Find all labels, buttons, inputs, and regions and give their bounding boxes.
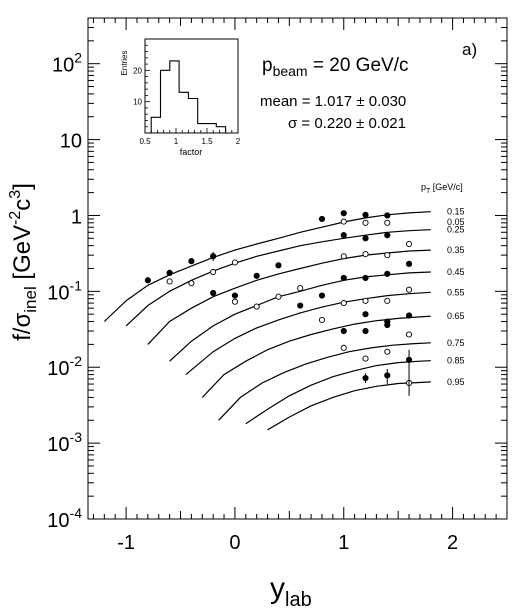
data-point-filled: [340, 327, 347, 335]
data-point-filled: [340, 210, 347, 217]
x-tick-label: 1: [338, 532, 349, 554]
panel-label: a): [462, 40, 477, 59]
curve-pt-0_85: [245, 360, 431, 425]
x-tick-label: 0: [229, 532, 240, 554]
pt-label: 0.05: [447, 217, 465, 227]
data-point-open: [253, 303, 260, 310]
data-point-filled: [384, 232, 391, 239]
pt-label: 0.45: [447, 267, 465, 277]
curve-pt-0_65: [201, 315, 431, 398]
data-point-open: [384, 252, 391, 259]
inset-x-tick-label: 0.5: [139, 137, 151, 146]
curve-pt-0_35: [147, 249, 431, 345]
data-point-filled: [188, 258, 195, 265]
x-tick-label: -1: [117, 532, 135, 554]
data-point-open: [406, 331, 413, 338]
data-point-filled: [275, 262, 282, 269]
data-point-open: [384, 297, 391, 304]
data-point-open: [166, 278, 173, 285]
data-point-filled: [144, 277, 151, 284]
data-point-open: [362, 219, 369, 226]
data-point-open: [340, 300, 347, 307]
data-point-open: [275, 293, 282, 300]
pt-label: 0.95: [447, 377, 465, 387]
y-tick-label: 10-3: [47, 429, 82, 456]
inset-frame: [144, 38, 239, 134]
data-point-open: [406, 240, 413, 248]
data-point-open: [384, 348, 391, 355]
inset-x-tick-label: 1.5: [201, 137, 213, 146]
inset-y-tick-label: 10: [133, 98, 142, 107]
inset-x-label: factor: [180, 147, 203, 157]
data-point-open: [318, 316, 326, 323]
data-point-filled: [253, 272, 260, 279]
x-axis-title: ylab: [270, 572, 312, 611]
inset-histogram: [150, 60, 235, 134]
pt-label: 0.55: [447, 287, 465, 297]
data-point-filled: [384, 270, 391, 277]
data-point-filled: [362, 274, 369, 282]
data-point-filled: [340, 232, 347, 239]
y-tick-label: 10-1: [47, 277, 82, 304]
pt-header: pT [GeV/c]: [421, 182, 463, 195]
data-point-filled: [362, 327, 369, 335]
inset-x-tick-label: 1: [174, 137, 179, 146]
data-point-open: [188, 280, 195, 287]
data-point-open: [297, 285, 304, 292]
sigma-label: σ = 0.220 ± 0.021: [288, 115, 406, 132]
pt-label: 0.65: [447, 311, 465, 321]
data-point-filled: [362, 235, 369, 242]
data-point-filled: [340, 274, 347, 282]
data-point-filled: [210, 289, 217, 297]
data-point-filled: [405, 312, 413, 319]
pt-label: 0.35: [447, 245, 465, 255]
y-tick-label: 102: [52, 50, 82, 77]
data-point-open: [340, 344, 347, 351]
y-axis-title: f/σinel [GeV-2c3]: [7, 183, 40, 341]
data-point-filled: [405, 260, 413, 267]
data-point-open: [362, 251, 369, 258]
curve-pt-0_55: [185, 291, 431, 376]
data-point-filled: [384, 321, 391, 329]
x-tick-label: 2: [447, 532, 458, 554]
pbeam-label: pbeam = 20 GeV/c: [262, 55, 408, 79]
inset-y-label: Entries: [120, 51, 129, 76]
data-point-filled: [297, 302, 304, 309]
y-tick-label: 10: [60, 131, 82, 153]
data-point-open: [231, 298, 238, 305]
data-point-filled: [166, 269, 173, 277]
y-tick-label: 10-4: [47, 505, 82, 532]
data-point-open: [340, 218, 347, 225]
pt-label: 0.15: [447, 207, 465, 217]
pt-label: 0.75: [447, 338, 465, 348]
data-point-filled: [318, 215, 326, 223]
data-point-filled: [318, 292, 326, 299]
data-point-filled: [362, 311, 369, 318]
data-point-filled: [231, 292, 239, 299]
pt-label: 0.25: [447, 225, 465, 235]
data-point-filled: [362, 211, 369, 218]
data-point-open: [406, 286, 413, 293]
mean-label: mean = 1.017 ± 0.030: [260, 93, 406, 110]
data-point-filled: [384, 212, 391, 219]
data-point-open: [362, 297, 369, 304]
inset-y-tick-label: 20: [133, 66, 142, 75]
curve-pt-0_95: [267, 381, 431, 431]
curve-pt-0_25: [125, 229, 431, 327]
y-tick-label: 10-2: [47, 353, 82, 380]
data-point-open: [384, 219, 391, 226]
data-point-open: [362, 355, 369, 362]
inset-x-tick-label: 2: [236, 137, 241, 146]
pt-label: 0.85: [447, 356, 465, 366]
y-tick-label: 1: [71, 206, 82, 228]
curve-pt-0_75: [218, 342, 431, 421]
curve-pt-0_15: [103, 211, 431, 322]
data-point-open: [340, 253, 347, 260]
data-point-open: [210, 268, 217, 276]
data-point-open: [231, 259, 238, 266]
